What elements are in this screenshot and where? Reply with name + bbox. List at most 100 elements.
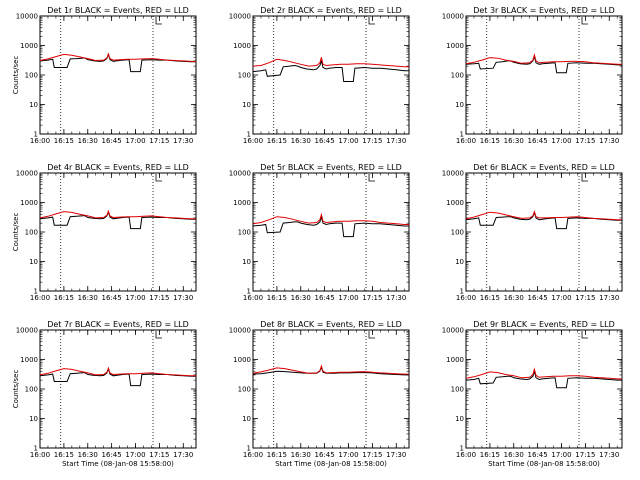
panel-title: Det 7r BLACK = Events, RED = LLD	[47, 320, 189, 329]
x-tick-label: 17:30	[386, 294, 406, 302]
x-tick-label: 17:30	[173, 137, 193, 145]
y-tick-label: 10	[242, 258, 251, 266]
y-tick-label: 100	[238, 229, 251, 237]
events-series-line	[465, 369, 622, 389]
x-tick-label: 17:15	[362, 294, 382, 302]
x-tick-label: 17:30	[173, 451, 193, 459]
plot-frame	[39, 15, 197, 135]
panel-title: Det 8r BLACK = Events, RED = LLD	[260, 320, 402, 329]
y-tick-label: 10	[242, 101, 251, 109]
x-tick-label: 16:15	[480, 137, 500, 145]
x-tick-label: 17:00	[338, 294, 358, 302]
x-tick-label: 16:15	[54, 137, 74, 145]
events-series-line	[39, 52, 196, 73]
x-tick-label: 16:00	[30, 294, 50, 302]
x-tick-label: 16:45	[528, 451, 548, 459]
y-tick-label: 10000	[442, 13, 464, 21]
y-tick-label: 100	[451, 386, 464, 394]
x-tick-label: 16:30	[504, 294, 524, 302]
y-tick-label: 1000	[20, 356, 38, 364]
x-tick-label: 16:30	[504, 137, 524, 145]
x-tick-label: 16:00	[456, 137, 476, 145]
y-tick-label: 10000	[229, 327, 251, 335]
panel-9: Det 9r BLACK = Events, RED = LLD 1 10 100 10…	[442, 320, 623, 468]
plot-frame	[465, 15, 623, 135]
y-tick-label: 100	[25, 229, 38, 237]
x-tick-label: 16:30	[504, 451, 524, 459]
plot-frame	[465, 172, 623, 292]
y-tick-label: 100	[238, 72, 251, 80]
y-tick-label: 1	[460, 288, 464, 296]
y-tick-label: 1000	[233, 199, 251, 207]
y-tick-label: 1000	[233, 356, 251, 364]
x-tick-label: 17:15	[575, 451, 595, 459]
x-tick-label: 16:45	[315, 451, 335, 459]
x-tick-label: 16:00	[456, 294, 476, 302]
y-tick-label: 10	[242, 415, 251, 423]
y-tick-label: 1	[247, 131, 251, 139]
panel-7: Det 7r BLACK = Events, RED = LLD 1 10 100 10…	[12, 320, 197, 468]
y-tick-label: 10000	[16, 170, 38, 178]
x-tick-label: 16:45	[315, 294, 335, 302]
x-tick-label: 16:00	[243, 451, 263, 459]
bracket-mark	[368, 17, 376, 25]
y-tick-label: 10000	[442, 327, 464, 335]
x-tick-label: 17:30	[386, 137, 406, 145]
panel-8: Det 8r BLACK = Events, RED = LLD 1 10 100 10…	[229, 320, 410, 468]
panel-1: Det 1r BLACK = Events, RED = LLD 1 10 100 10…	[12, 6, 197, 145]
y-tick-label: 1	[34, 288, 38, 296]
y-tick-label: 1000	[446, 199, 464, 207]
y-tick-label: 1000	[20, 42, 38, 50]
panel-title: Det 2r BLACK = Events, RED = LLD	[260, 6, 402, 15]
x-tick-label: 17:30	[599, 294, 619, 302]
panel-title: Det 1r BLACK = Events, RED = LLD	[47, 6, 189, 15]
y-tick-label: 1	[460, 131, 464, 139]
y-tick-label: 1000	[446, 42, 464, 50]
y-tick-label: 10	[455, 415, 464, 423]
bracket-mark	[155, 17, 163, 25]
panel-title: Det 3r BLACK = Events, RED = LLD	[473, 6, 615, 15]
lld-series-line	[252, 212, 409, 225]
x-tick-label: 17:00	[338, 451, 358, 459]
y-tick-label: 1	[34, 131, 38, 139]
x-tick-label: 16:15	[54, 451, 74, 459]
lld-series-line	[39, 366, 196, 377]
y-tick-label: 10000	[442, 170, 464, 178]
events-series-line	[252, 59, 409, 82]
panel-title: Det 4r BLACK = Events, RED = LLD	[47, 163, 189, 172]
x-tick-label: 17:00	[551, 451, 571, 459]
x-tick-label: 16:45	[102, 451, 122, 459]
x-axis-label: Start Time (08-Jan-08 15:58:00)	[488, 460, 600, 468]
x-tick-label: 16:45	[528, 294, 548, 302]
x-tick-label: 16:45	[102, 137, 122, 145]
lld-series-line	[465, 53, 622, 65]
panel-6: Det 6r BLACK = Events, RED = LLD 1 10 100 10…	[442, 163, 623, 302]
y-tick-label: 10	[29, 258, 38, 266]
x-tick-label: 17:30	[386, 451, 406, 459]
events-series-line	[252, 365, 409, 376]
x-tick-label: 16:15	[267, 137, 287, 145]
events-series-line	[465, 54, 622, 74]
x-tick-label: 16:15	[267, 294, 287, 302]
plot-frame	[39, 172, 197, 292]
x-tick-label: 17:00	[338, 137, 358, 145]
lld-series-line	[39, 209, 196, 220]
y-tick-label: 100	[238, 386, 251, 394]
panel-title: Det 5r BLACK = Events, RED = LLD	[260, 163, 402, 172]
x-tick-label: 16:30	[291, 137, 311, 145]
x-tick-label: 17:30	[173, 294, 193, 302]
x-tick-label: 17:30	[599, 451, 619, 459]
lld-series-line	[465, 210, 622, 221]
y-tick-label: 1000	[446, 356, 464, 364]
bracket-mark	[581, 17, 589, 25]
x-axis-label: Start Time (08-Jan-08 15:58:00)	[62, 460, 174, 468]
x-tick-label: 17:00	[125, 137, 145, 145]
y-tick-label: 10000	[16, 13, 38, 21]
events-series-line	[39, 366, 196, 387]
bracket-mark	[581, 174, 589, 182]
x-tick-label: 16:30	[291, 294, 311, 302]
x-tick-label: 17:00	[125, 451, 145, 459]
x-tick-label: 16:45	[102, 294, 122, 302]
y-tick-label: 10000	[229, 170, 251, 178]
y-tick-label: 100	[25, 72, 38, 80]
